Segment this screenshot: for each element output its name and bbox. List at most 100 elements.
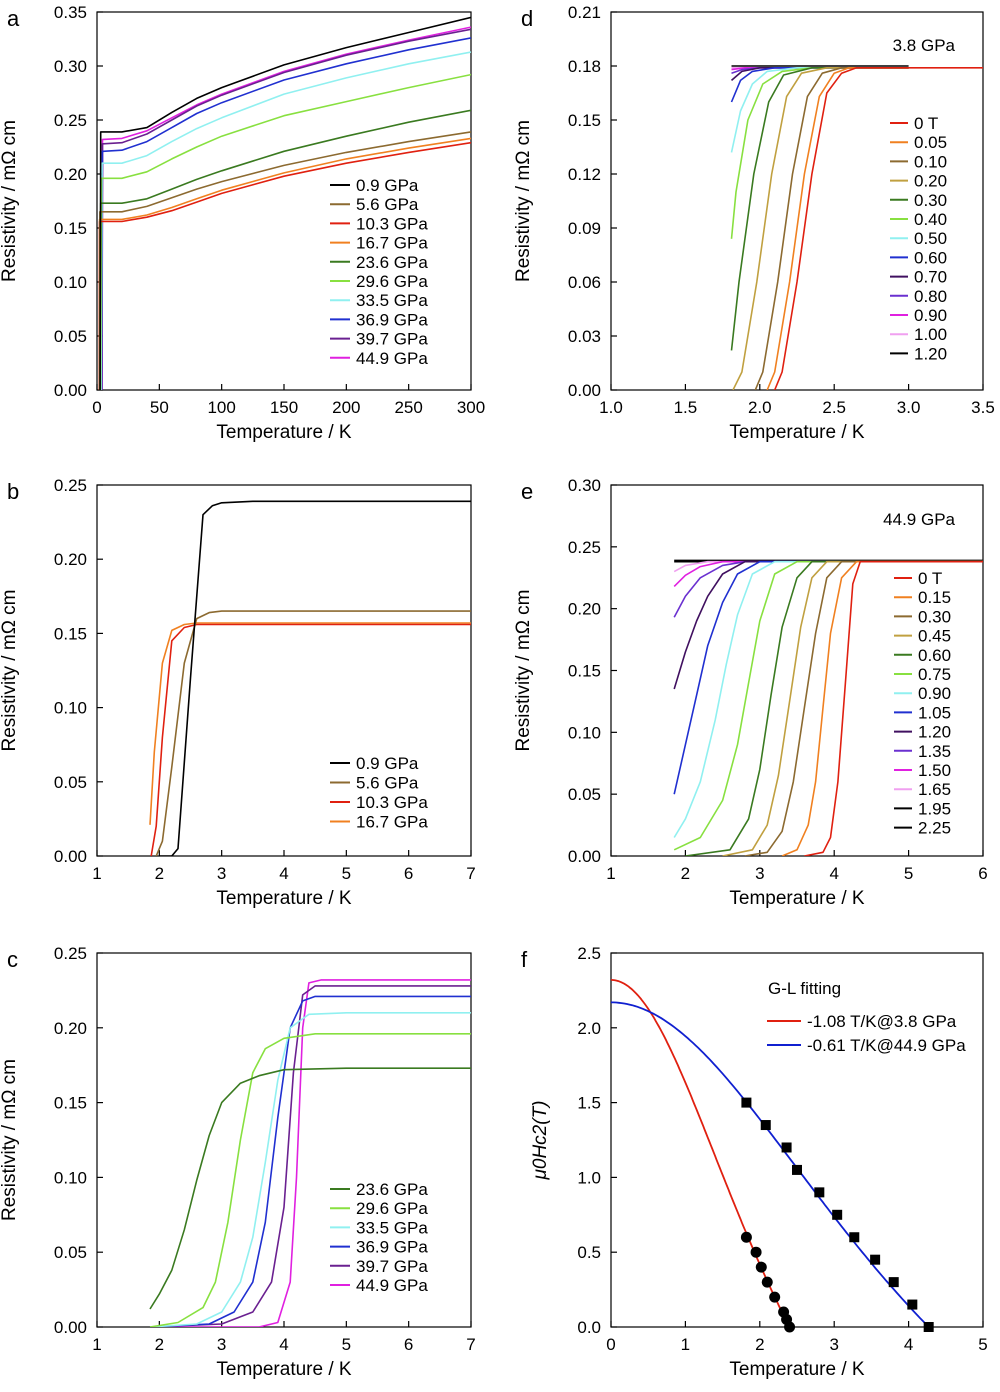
- legend-label: 29.6 GPa: [356, 1199, 428, 1218]
- series-line: [730, 67, 909, 153]
- plot-area: [149, 979, 471, 1327]
- y-tick-label: 0.15: [54, 219, 87, 238]
- data-point-square: [923, 1322, 934, 1332]
- panel-f: f 0 1 2 3 4 5 0.0 0.5 1.0 1.5 2.0 2.5 Temperature / K…: [521, 944, 988, 1380]
- y-axis-label: Resistivity / mΩ cm: [0, 1059, 20, 1221]
- y-tick-label: 0.05: [54, 1243, 87, 1262]
- y-axis-label: Resistivity / mΩ cm: [513, 120, 534, 282]
- series-line: [804, 560, 983, 856]
- legend-label: 0.9 GPa: [356, 754, 419, 773]
- series-line: [730, 67, 909, 351]
- y-tick-label: 0.21: [568, 3, 601, 22]
- y-tick-label: 0.30: [568, 476, 601, 495]
- legend-label: 1.05: [918, 703, 951, 722]
- x-tick-label: 2: [155, 864, 164, 883]
- legend-label: 0.50: [914, 229, 947, 248]
- series-line: [150, 623, 471, 856]
- series-line: [149, 1033, 471, 1327]
- y-tick-label: 0.05: [54, 327, 87, 346]
- legend-label: 23.6 GPa: [356, 1180, 428, 1199]
- y-tick-label: 0.05: [568, 785, 601, 804]
- legend-label: 33.5 GPa: [356, 1218, 428, 1237]
- data-point-square: [792, 1164, 802, 1175]
- x-tick-label: 7: [466, 864, 475, 883]
- series-line: [99, 26, 471, 390]
- y-tick-label: 0.00: [54, 1318, 87, 1337]
- data-point-circle: [784, 1321, 796, 1333]
- legend-label: 0.05: [914, 133, 947, 152]
- legend-label: 1.35: [918, 742, 951, 761]
- y-tick-label: 0.12: [568, 165, 601, 184]
- x-tick-label: 100: [207, 398, 235, 417]
- plot-area: [611, 979, 930, 1327]
- x-tick-label: 6: [404, 1335, 413, 1354]
- y-axis-label: Resistivity / mΩ cm: [0, 120, 20, 282]
- plot-frame: [610, 11, 984, 391]
- panel-letter: a: [7, 6, 20, 31]
- series-line: [149, 1011, 471, 1327]
- x-tick-label: 3: [829, 1335, 838, 1354]
- x-tick-label: 5: [342, 864, 351, 883]
- data-point-circle: [761, 1276, 773, 1288]
- series-line: [149, 1067, 471, 1310]
- legend-label: 0.15: [918, 588, 951, 607]
- y-tick-label: 0.06: [568, 273, 601, 292]
- legend: 0 T0.150.300.450.600.750.901.051.201.351…: [894, 569, 951, 838]
- x-tick-label: 3.5: [971, 398, 995, 417]
- panel-d: d 1.0 1.5 2.0 2.5 3.0 3.5 0.00 0.03 0.06 0.09 0.12 0…: [513, 3, 995, 443]
- series-line: [732, 67, 909, 390]
- data-point-square: [814, 1187, 825, 1198]
- plot-area: [149, 500, 471, 856]
- legend-label: 2.25: [918, 819, 951, 838]
- x-axis-label: Temperature / K: [216, 422, 351, 443]
- y-axis-label: Resistivity / mΩ cm: [513, 590, 534, 752]
- y-tick-label: 0.00: [54, 847, 87, 866]
- data-point-circle: [750, 1246, 762, 1258]
- y-axis-label: Resistivity / mΩ cm: [0, 590, 20, 752]
- y-tick-label: 1.0: [577, 1168, 601, 1187]
- x-tick-label: 4: [904, 1335, 913, 1354]
- x-tick-label: 2.5: [822, 398, 846, 417]
- x-tick-label: 3: [755, 864, 764, 883]
- data-point-square: [781, 1142, 792, 1153]
- series-line: [99, 28, 471, 390]
- x-tick-label: 5: [342, 1335, 351, 1354]
- legend-label: 0.90: [918, 684, 951, 703]
- legend-label: 0 T: [918, 569, 942, 588]
- y-tick-label: 0.5: [577, 1243, 601, 1262]
- gl-fit-curve: [611, 979, 791, 1327]
- series-line: [766, 67, 909, 390]
- legend-label: 1.50: [918, 761, 951, 780]
- series-line: [149, 622, 471, 825]
- data-point-circle: [769, 1291, 781, 1303]
- x-tick-label: 300: [457, 398, 485, 417]
- legend-label: 0.9 GPa: [356, 176, 419, 195]
- data-point-square: [870, 1254, 881, 1265]
- legend-label: 1.00: [914, 325, 947, 344]
- panel-a: a 0 50 100 150 200 250 300 0.00 0.05 0.10 0.15 0.20 0…: [0, 3, 485, 443]
- legend-label: 23.6 GPa: [356, 253, 428, 272]
- y-tick-label: 0.20: [54, 550, 87, 569]
- legend-label: 10.3 GPa: [356, 793, 428, 812]
- legend-label: 0.60: [918, 646, 951, 665]
- legend: 0 T0.050.100.200.300.400.500.600.700.800…: [890, 114, 947, 363]
- plot-area: [98, 16, 471, 390]
- legend-title: G-L fitting: [768, 979, 841, 998]
- panel-letter: d: [521, 6, 533, 31]
- legend-label: 0.40: [914, 210, 947, 229]
- x-tick-label: 1: [681, 1335, 690, 1354]
- x-tick-label: 4: [829, 864, 838, 883]
- x-tick-label: 5: [904, 864, 913, 883]
- x-tick-label: 0: [92, 398, 101, 417]
- x-tick-label: 1: [92, 864, 101, 883]
- y-tick-label: 0.25: [54, 111, 87, 130]
- legend-label: 1.65: [918, 780, 951, 799]
- plot-area: [673, 559, 983, 856]
- y-tick-label: 0.09: [568, 219, 601, 238]
- panel-letter: e: [521, 479, 533, 504]
- pressure-annotation: 44.9 GPa: [883, 510, 955, 529]
- y-tick-label: 0.0: [577, 1318, 601, 1337]
- legend-label: 0.60: [914, 248, 947, 267]
